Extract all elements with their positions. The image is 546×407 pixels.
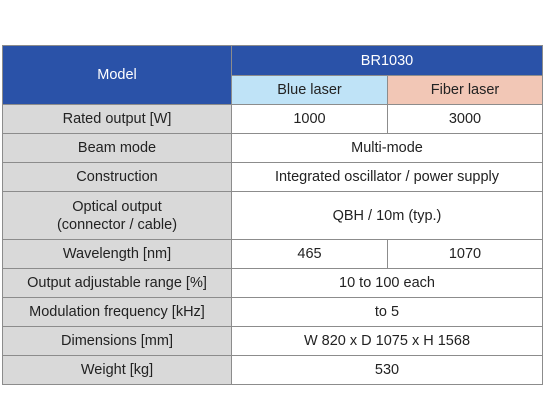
- row-label: Weight [kg]: [2, 355, 232, 385]
- model-name: BR1030: [231, 45, 543, 76]
- row-value: 10 to 100 each: [231, 268, 543, 298]
- row-value-fiber: 1070: [387, 239, 543, 269]
- model-header-label: Model: [2, 45, 232, 105]
- table-row: Wavelength [nm] 465 1070: [2, 239, 543, 269]
- variant-blue-laser: Blue laser: [231, 75, 388, 105]
- table-row: Output adjustable range [%] 10 to 100 ea…: [2, 268, 543, 298]
- spec-table: Model BR1030 Blue laser Fiber laser Rate…: [2, 45, 543, 385]
- header-row-model-name: Model BR1030: [2, 45, 543, 105]
- row-label: Modulation frequency [kHz]: [2, 297, 232, 327]
- table-row: Optical output (connector / cable) QBH /…: [2, 191, 543, 240]
- row-label-line-1: Optical output: [72, 198, 162, 215]
- variant-fiber-laser: Fiber laser: [387, 75, 543, 105]
- table-row: Modulation frequency [kHz] to 5: [2, 297, 543, 327]
- row-value: Multi-mode: [231, 133, 543, 163]
- row-label: Beam mode: [2, 133, 232, 163]
- row-value: W 820 x D 1075 x H 1568: [231, 326, 543, 356]
- row-label: Construction: [2, 162, 232, 192]
- row-label-multiline: Optical output (connector / cable): [2, 191, 232, 240]
- table-row: Weight [kg] 530: [2, 355, 543, 385]
- row-value: QBH / 10m (typ.): [231, 191, 543, 240]
- table-row: Construction Integrated oscillator / pow…: [2, 162, 543, 192]
- row-label: Rated output [W]: [2, 104, 232, 134]
- row-value-fiber: 3000: [387, 104, 543, 134]
- row-value-blue: 465: [231, 239, 388, 269]
- row-label: Wavelength [nm]: [2, 239, 232, 269]
- table-row: Rated output [W] 1000 3000: [2, 104, 543, 134]
- row-label: Dimensions [mm]: [2, 326, 232, 356]
- row-label-line-2: (connector / cable): [56, 216, 178, 233]
- row-value-blue: 1000: [231, 104, 388, 134]
- row-value: Integrated oscillator / power supply: [231, 162, 543, 192]
- header-row-variants: Blue laser Fiber laser: [3, 75, 543, 105]
- table-row: Beam mode Multi-mode: [2, 133, 543, 163]
- row-label: Output adjustable range [%]: [2, 268, 232, 298]
- table-row: Dimensions [mm] W 820 x D 1075 x H 1568: [2, 326, 543, 356]
- row-value: to 5: [231, 297, 543, 327]
- row-value: 530: [231, 355, 543, 385]
